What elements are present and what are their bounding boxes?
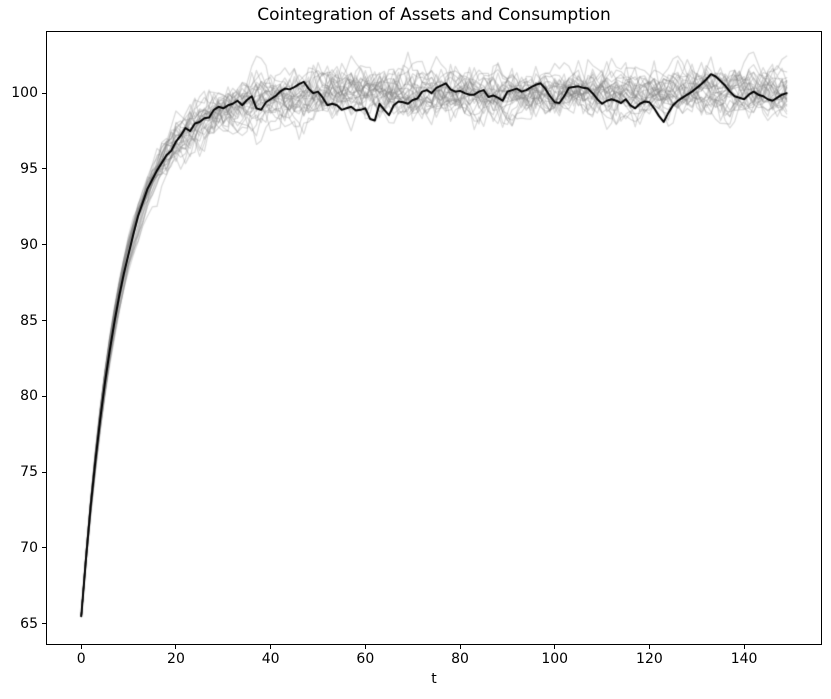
x-tick-label: 100 xyxy=(541,651,569,667)
y-tick-mark xyxy=(42,92,46,94)
y-tick-mark xyxy=(42,395,46,397)
x-tick-label: 120 xyxy=(636,651,663,667)
y-tick-label: 95 xyxy=(20,160,38,177)
x-tick-label: 80 xyxy=(451,651,469,667)
y-tick-mark xyxy=(42,244,46,246)
x-tick-label: 140 xyxy=(730,651,758,667)
x-tick-label: 0 xyxy=(76,651,86,667)
y-tick-label: 75 xyxy=(20,464,38,481)
x-tick-mark xyxy=(175,645,177,649)
y-tick-mark xyxy=(42,471,46,473)
x-tick-mark xyxy=(648,645,650,649)
y-tick-label: 90 xyxy=(20,236,38,253)
x-tick-label: 20 xyxy=(167,651,185,667)
y-tick-mark xyxy=(42,623,46,625)
x-tick-label: 60 xyxy=(356,651,375,667)
x-tick-label: 40 xyxy=(261,651,280,667)
y-tick-mark xyxy=(42,168,46,170)
y-tick-mark xyxy=(42,320,46,322)
y-tick-label: 70 xyxy=(20,539,38,556)
y-tick-label: 65 xyxy=(20,615,38,632)
series-canvas xyxy=(46,31,822,645)
x-tick-mark xyxy=(364,645,366,649)
x-tick-mark xyxy=(80,645,82,649)
y-tick-label: 80 xyxy=(20,388,38,405)
x-tick-mark xyxy=(743,645,745,649)
y-tick-label: 100 xyxy=(11,85,38,102)
x-tick-mark xyxy=(270,645,272,649)
y-tick-label: 85 xyxy=(20,312,38,329)
chart-title: Cointegration of Assets and Consumption xyxy=(257,5,611,25)
y-tick-mark xyxy=(42,547,46,549)
x-tick-mark xyxy=(459,645,461,649)
x-axis-label: t xyxy=(431,671,437,687)
x-tick-mark xyxy=(554,645,556,649)
